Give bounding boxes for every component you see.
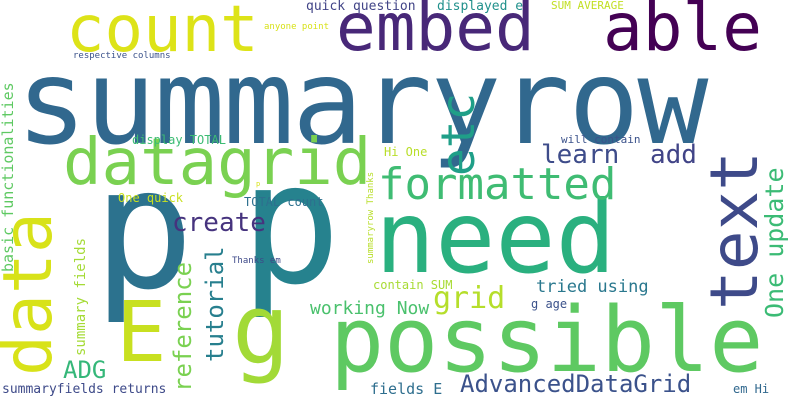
word-need: need	[375, 179, 616, 296]
word-g: g	[232, 274, 290, 386]
word-text: text	[696, 151, 773, 310]
word-hi-one: Hi One	[384, 145, 428, 159]
word-quick-question: quick question	[306, 0, 416, 14]
word-respective-columns: respective columns	[73, 51, 171, 61]
word-contain-sum: contain SUM	[373, 278, 453, 292]
word-reference: reference	[169, 261, 197, 392]
word-one-update: One update	[760, 167, 789, 318]
word-sum-average: SUM AVERAGE	[551, 0, 624, 12]
word-advanceddatagrid: AdvancedDataGrid	[460, 370, 692, 398]
word-tried-using: tried using	[536, 277, 649, 297]
word-em-hi: em Hi	[733, 382, 770, 396]
word-displayed-e: displayed e	[437, 0, 524, 14]
word-add: add	[650, 140, 697, 170]
word-basic-functionalities: basic functionalities	[0, 82, 17, 272]
word-display-total: display TOTAL	[132, 133, 226, 147]
word-total-count: TOTAL count	[244, 195, 324, 209]
word-p-small: p	[256, 180, 261, 188]
word-possible: possible	[330, 288, 764, 393]
word-create: create	[172, 208, 266, 238]
word-learn: learn	[541, 140, 620, 170]
word-summary-fields: summary fields	[73, 237, 89, 356]
word-p-large-left: p	[93, 131, 195, 327]
word-working-now: working Now	[310, 298, 430, 319]
word-g-age: g age	[531, 297, 568, 311]
word-adg: ADG	[63, 356, 107, 384]
word-etc: etc	[431, 92, 485, 176]
word-anyone-point: anyone point	[264, 22, 330, 32]
word-grid: grid	[433, 281, 506, 316]
word-embed: embed	[336, 0, 535, 66]
word-thanks-em: Thanks em	[232, 256, 281, 266]
word-count: count	[66, 0, 259, 67]
word-formatted: formatted	[378, 159, 617, 210]
word-able: able	[603, 0, 762, 66]
word-fields-E: fields E	[370, 380, 443, 398]
word-p-large-right: p	[240, 126, 342, 322]
word-tutorial: tutorial	[201, 246, 229, 362]
word-summaryfields-returns: summaryfields returns	[2, 382, 167, 397]
word-will-contain: will contain	[561, 133, 641, 146]
word-datagrid: datagrid	[63, 126, 372, 200]
word-one-quick: One quick	[118, 191, 184, 205]
word-summaryrow-thanks: summaryrow Thanks	[366, 171, 376, 264]
word-E: E	[116, 283, 167, 381]
word-summaryrow: summaryrow	[16, 33, 708, 171]
